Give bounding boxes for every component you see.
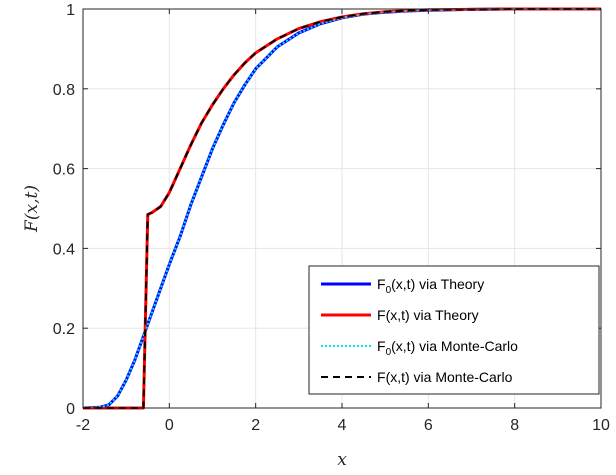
legend-entry-3: F(x,t) via Monte-Carlo bbox=[377, 369, 513, 385]
x-axis-ticks: -2 0 2 4 6 8 10 bbox=[76, 9, 610, 434]
x-axis-label: x bbox=[337, 450, 347, 470]
x-tick-label: 6 bbox=[424, 417, 433, 434]
legend-entry-1: F(x,t) via Theory bbox=[377, 307, 479, 323]
y-tick-label: 0.4 bbox=[53, 241, 75, 258]
legend-entry-2: F0(x,t) via Monte-Carlo bbox=[377, 338, 518, 358]
y-axis-ticks: 0 0.2 0.4 0.6 0.8 1 bbox=[53, 2, 601, 418]
x-tick-label: -2 bbox=[76, 417, 90, 434]
x-tick-label: 4 bbox=[338, 417, 347, 434]
y-tick-label: 0 bbox=[66, 401, 75, 418]
legend-main: F bbox=[377, 369, 386, 385]
y-axis-label: F(x,t) bbox=[22, 185, 42, 233]
y-tick-label: 1 bbox=[66, 2, 75, 19]
x-tick-label: 10 bbox=[592, 417, 610, 434]
x-tick-label: 2 bbox=[251, 417, 260, 434]
plot-series bbox=[82, 7, 601, 410]
legend-main: F bbox=[377, 307, 386, 323]
legend-main: F bbox=[377, 338, 386, 354]
y-tick-label: 0.2 bbox=[53, 321, 75, 338]
legend-main: F bbox=[377, 276, 386, 292]
x-tick-label: 8 bbox=[510, 417, 519, 434]
y-tick-label: 0.6 bbox=[53, 162, 75, 179]
legend-entry-0: F0(x,t) via Theory bbox=[377, 276, 484, 296]
legend-rest: (x,t) via Theory bbox=[386, 307, 479, 323]
y-tick-label: 0.8 bbox=[53, 82, 75, 99]
x-tick-label: 0 bbox=[165, 417, 174, 434]
legend-subscript: 0 bbox=[386, 285, 392, 296]
legend-subscript: 0 bbox=[386, 347, 392, 358]
series-line-3 bbox=[83, 8, 601, 409]
legend-rest: (x,t) via Monte-Carlo bbox=[391, 338, 518, 354]
legend-box bbox=[308, 265, 600, 395]
legend-rest: (x,t) via Monte-Carlo bbox=[386, 369, 513, 385]
legend-rest: (x,t) via Theory bbox=[391, 276, 484, 292]
